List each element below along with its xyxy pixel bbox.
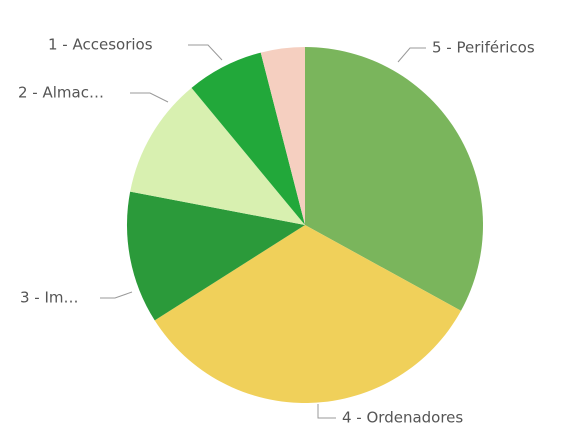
pie-slice xyxy=(126,191,305,321)
leader-line xyxy=(100,291,133,299)
leader-line xyxy=(317,404,336,419)
slice-label: 1 - Accesorios xyxy=(48,36,153,54)
pie-slice xyxy=(260,47,305,225)
leader-line xyxy=(130,92,169,103)
slice-label: 3 - Im… xyxy=(20,289,79,307)
leader-line xyxy=(188,44,223,61)
pie-slice xyxy=(154,225,461,404)
slice-label: 5 - Periféricos xyxy=(432,39,535,57)
leader-line xyxy=(397,47,426,63)
pie-slice xyxy=(305,47,483,311)
slice-label: 2 - Almac… xyxy=(18,84,104,102)
pie-slice xyxy=(191,52,305,226)
slice-label: 4 - Ordenadores xyxy=(342,409,463,427)
pie-slice xyxy=(130,87,305,226)
